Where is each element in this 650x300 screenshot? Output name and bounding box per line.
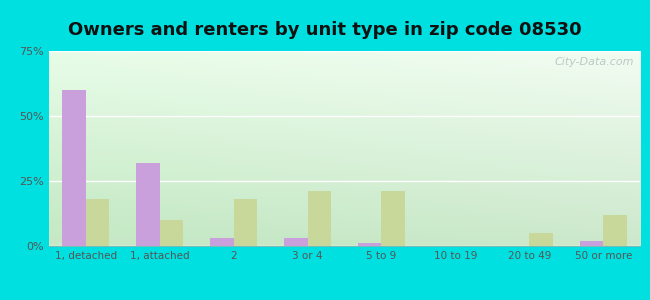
- Bar: [136, 163, 160, 246]
- Bar: [529, 233, 553, 246]
- Bar: [603, 215, 627, 246]
- Bar: [382, 191, 405, 246]
- Bar: [307, 191, 332, 246]
- Bar: [358, 243, 382, 246]
- Bar: [284, 238, 307, 246]
- Text: Owners and renters by unit type in zip code 08530: Owners and renters by unit type in zip c…: [68, 21, 582, 39]
- Bar: [160, 220, 183, 246]
- Bar: [233, 199, 257, 246]
- Text: City-Data.com: City-Data.com: [555, 57, 634, 67]
- Bar: [210, 238, 233, 246]
- Bar: [580, 241, 603, 246]
- Bar: [86, 199, 109, 246]
- Bar: [62, 90, 86, 246]
